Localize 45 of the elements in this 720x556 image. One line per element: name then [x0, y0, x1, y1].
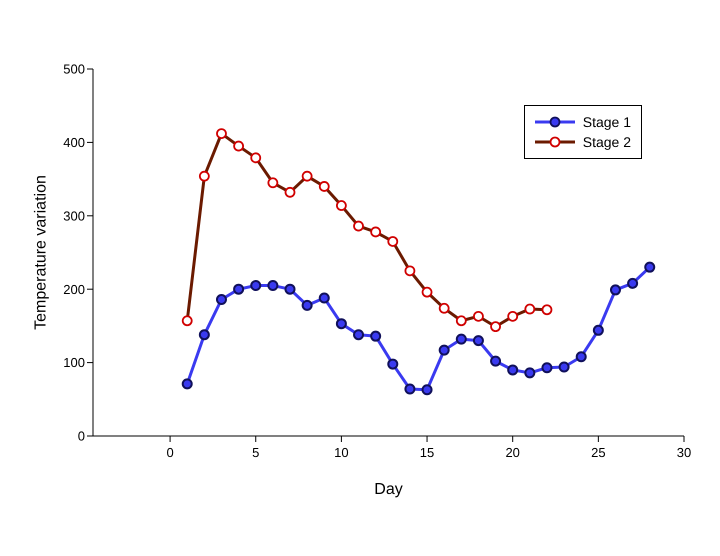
- point: [250, 280, 262, 292]
- y-tick-label: 0: [78, 428, 85, 444]
- x-tick-label: 10: [334, 445, 349, 460]
- x-tick-label: 20: [505, 445, 520, 460]
- point: [558, 362, 570, 373]
- y-tick-label: 500: [63, 62, 85, 77]
- point: [524, 367, 536, 378]
- y-tick-label: 200: [63, 282, 85, 297]
- point: [284, 284, 296, 295]
- point: [644, 262, 656, 273]
- point: [592, 324, 604, 336]
- point: [422, 384, 433, 396]
- point: [216, 294, 227, 305]
- point: [302, 300, 313, 311]
- x-tick-label: 25: [591, 445, 606, 460]
- point: [336, 318, 347, 330]
- point: [627, 278, 638, 289]
- point: [404, 384, 416, 395]
- point: [490, 356, 502, 367]
- point: [576, 351, 587, 362]
- point: [267, 280, 278, 292]
- point: [370, 330, 382, 342]
- point: [438, 344, 450, 356]
- y-tick-label: 100: [63, 355, 85, 370]
- point: [387, 358, 398, 370]
- y-axis-title: Temperature variation: [32, 175, 50, 330]
- x-tick-label: 30: [676, 445, 692, 460]
- x-axis-title: Day: [374, 481, 403, 498]
- point: [318, 292, 330, 304]
- legend-label: Stage 2: [582, 134, 631, 150]
- x-tick-label: 5: [252, 445, 260, 460]
- point: [541, 362, 552, 374]
- y-tick-label: 300: [63, 208, 85, 224]
- point: [182, 378, 193, 390]
- x-tick-label: 0: [166, 445, 174, 460]
- point: [233, 284, 244, 295]
- point: [610, 284, 621, 296]
- y-tick-label: 400: [63, 135, 85, 150]
- point: [472, 335, 484, 346]
- legend-label: Stage 1: [582, 114, 631, 130]
- point: [456, 334, 467, 345]
- x-tick-label: 15: [420, 445, 434, 460]
- point: [507, 364, 518, 376]
- point: [198, 329, 210, 340]
- point: [353, 329, 364, 340]
